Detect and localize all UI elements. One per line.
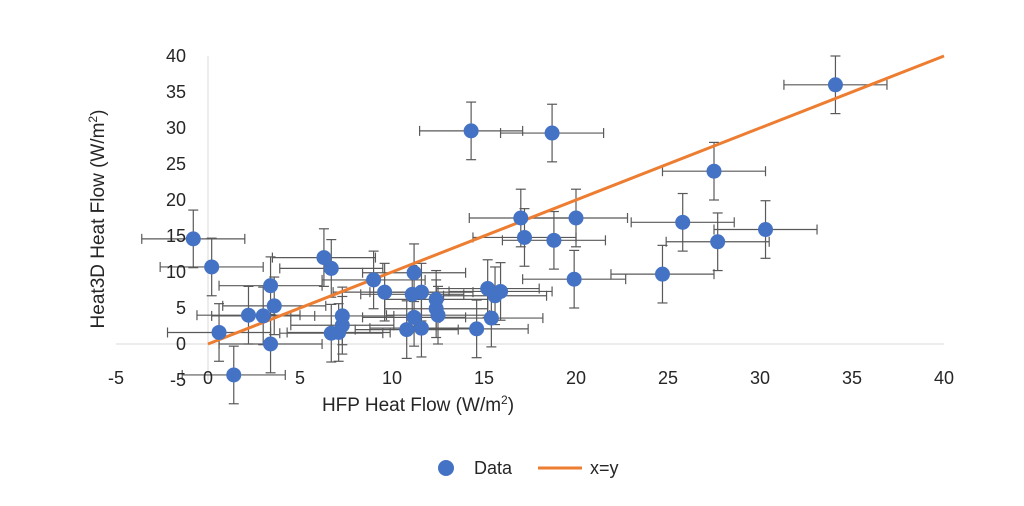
data-point xyxy=(406,309,422,325)
x-tick-label: 15 xyxy=(474,368,494,388)
y-tick-label: 15 xyxy=(166,226,186,246)
x-axis-title: HFP Heat Flow (W/m2) xyxy=(322,393,514,416)
data-point xyxy=(226,367,242,383)
data-point xyxy=(706,163,722,179)
x-tick-label: 5 xyxy=(295,368,305,388)
data-point xyxy=(316,250,332,266)
data-point xyxy=(568,210,584,226)
data-point xyxy=(675,214,691,230)
data-point xyxy=(263,336,279,352)
y-tick-label: 5 xyxy=(176,298,186,318)
data-point xyxy=(827,77,843,93)
y-tick-label: -5 xyxy=(170,370,186,390)
data-point xyxy=(366,272,382,288)
y-tick-label: 30 xyxy=(166,118,186,138)
data-point xyxy=(323,260,339,276)
data-point xyxy=(263,278,279,294)
data-point xyxy=(544,125,560,141)
data-point xyxy=(546,232,562,248)
data-point xyxy=(266,298,282,314)
x-equals-y-series-line xyxy=(207,54,945,346)
data-points xyxy=(185,77,843,383)
y-tick-label: 20 xyxy=(166,190,186,210)
data-point xyxy=(211,324,227,340)
data-point xyxy=(710,234,726,250)
x-tick-label: 35 xyxy=(842,368,862,388)
data-point xyxy=(493,283,509,299)
legend-label-line: x=y xyxy=(590,458,619,478)
data-point xyxy=(240,307,256,323)
data-point xyxy=(654,266,670,282)
x-tick-label: 30 xyxy=(750,368,770,388)
x-tick-label: 40 xyxy=(934,368,954,388)
data-point xyxy=(406,265,422,281)
legend-item-data: Data xyxy=(438,458,513,478)
data-point xyxy=(483,310,499,326)
y-tick-label: 25 xyxy=(166,154,186,174)
x-tick-label: 25 xyxy=(658,368,678,388)
x-tick-label: 10 xyxy=(382,368,402,388)
x-tick-label: -5 xyxy=(108,368,124,388)
data-point xyxy=(758,222,774,238)
data-point xyxy=(334,317,350,333)
legend: Data x=y xyxy=(438,458,619,478)
legend-marker-data xyxy=(438,460,454,476)
data-point xyxy=(513,210,529,226)
y-tick-label: 10 xyxy=(166,262,186,282)
y-tick-label: 0 xyxy=(176,334,186,354)
y-tick-label: 40 xyxy=(166,46,186,66)
x-tick-label: 20 xyxy=(566,368,586,388)
x-tick-label: 0 xyxy=(203,368,213,388)
data-point xyxy=(413,284,429,300)
data-point xyxy=(204,259,220,275)
data-point xyxy=(469,321,485,337)
y-tick-label: 35 xyxy=(166,82,186,102)
y-axis-title: Heat3D Heat Flow (W/m2) xyxy=(86,110,109,329)
data-point xyxy=(430,307,446,323)
error-bars xyxy=(141,55,888,405)
data-point xyxy=(566,271,582,287)
data-point xyxy=(399,322,415,338)
data-point xyxy=(377,284,393,300)
data-point xyxy=(185,231,201,247)
tick-labels: -5 0 5 10 15 20 25 30 35 40 -5 0 5 10 15 20 25 30 35 40 xyxy=(108,46,954,390)
data-point xyxy=(516,229,532,245)
data-point xyxy=(463,123,479,139)
legend-item-line: x=y xyxy=(538,458,619,478)
data-point xyxy=(255,308,271,324)
data-point xyxy=(413,320,429,336)
legend-label-data: Data xyxy=(474,458,513,478)
x-equals-y-line xyxy=(207,54,945,346)
